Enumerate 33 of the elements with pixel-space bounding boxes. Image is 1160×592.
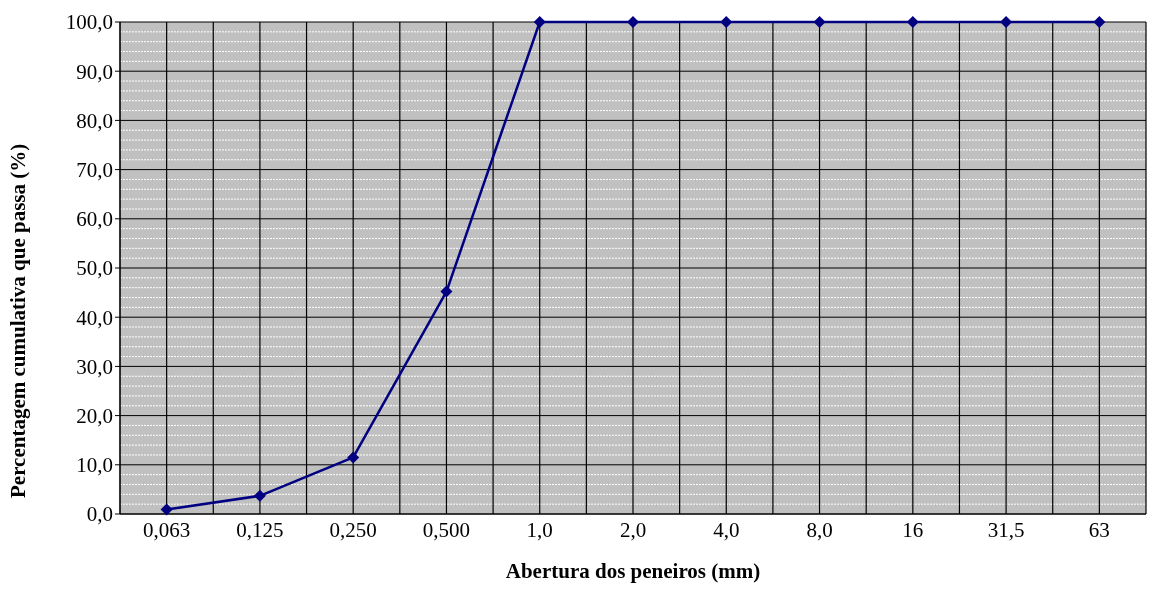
x-axis-title: Abertura dos peneiros (mm) (505, 559, 761, 583)
x-tick-label: 1,0 (526, 517, 553, 542)
x-tick-label: 2,0 (619, 517, 647, 542)
y-tick-label: 60,0 (76, 207, 113, 232)
y-tick-label: 90,0 (76, 59, 113, 84)
point (160, 503, 173, 516)
x-tick-label: 16 (902, 517, 924, 542)
x-tick-label: 63 (1088, 517, 1110, 542)
point (813, 16, 826, 28)
y-tick-label: 40,0 (76, 305, 113, 330)
y-tick-label: 30,0 (76, 354, 113, 379)
point (1093, 16, 1106, 28)
y-tick-label: 70,0 (76, 158, 113, 183)
y-tick-label: 100,0 (65, 10, 113, 35)
point (347, 451, 360, 464)
x-tick-label: 31,5 (987, 517, 1025, 542)
y-axis-title: Percentagem cumulativa que passa (%) (6, 143, 31, 498)
x-tick-label: 8,0 (806, 517, 833, 542)
point (533, 16, 546, 28)
y-tick-label: 50,0 (76, 256, 113, 281)
y-tick-label: 10,0 (76, 453, 113, 478)
x-tick-label: 0,125 (236, 517, 284, 542)
x-tick-label: 0,250 (329, 517, 377, 542)
point (440, 285, 453, 298)
point (253, 489, 266, 502)
y-tick-label: 80,0 (76, 108, 113, 133)
point (627, 16, 639, 28)
x-tick-label: 0,063 (143, 517, 191, 542)
y-tick-label: 0,0 (86, 502, 113, 527)
x-tick-label: 4,0 (713, 517, 740, 542)
y-tick-label: 20,0 (76, 404, 113, 429)
point (720, 16, 733, 28)
x-tick-label: 0,500 (422, 517, 471, 542)
